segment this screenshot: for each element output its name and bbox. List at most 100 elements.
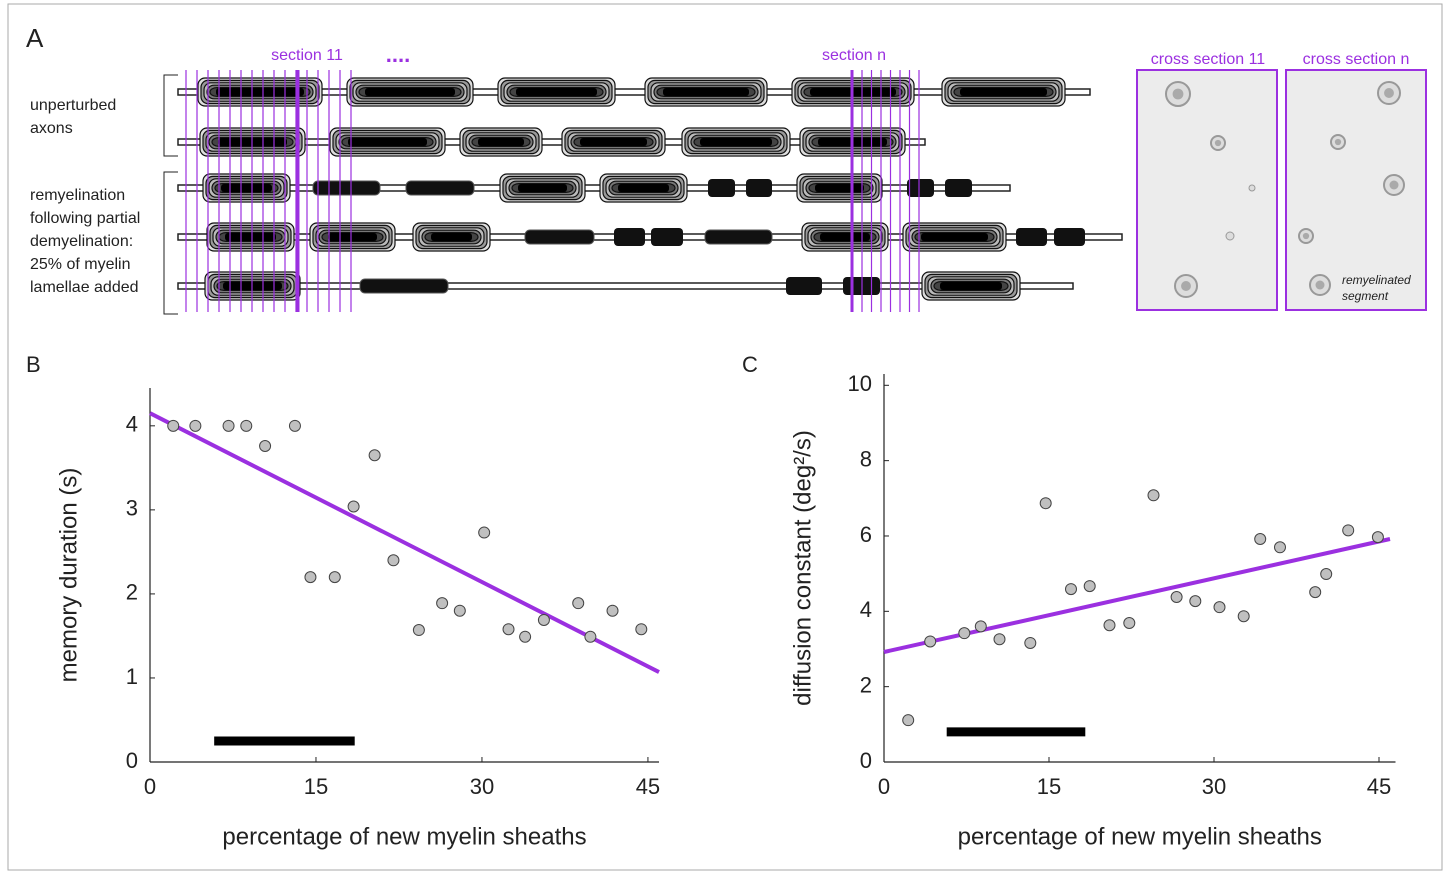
myelin-core — [921, 233, 988, 241]
data-point — [924, 635, 937, 648]
myelin-core — [221, 184, 272, 192]
data-point — [635, 623, 648, 636]
data-point — [1371, 531, 1384, 544]
x-tick-label: 15 — [1037, 774, 1061, 799]
y-tick-label: 0 — [126, 748, 138, 773]
data-point — [368, 449, 381, 462]
axon — [177, 88, 1091, 96]
data-point — [606, 604, 619, 617]
y-tick-label: 4 — [860, 597, 872, 622]
frame — [7, 3, 1443, 871]
y-tick-label: 2 — [860, 672, 872, 697]
axon — [177, 184, 1011, 192]
axon — [177, 138, 926, 146]
x-axis-label: percentage of new myelin sheaths — [222, 823, 586, 850]
data-point — [1103, 619, 1116, 632]
myelin-core — [348, 138, 427, 146]
short-myelin — [945, 179, 972, 197]
data-point — [328, 571, 341, 584]
y-axis-label: memory duration (s) — [55, 468, 82, 683]
y-tick-label: 10 — [848, 371, 872, 396]
section-label: section n — [822, 47, 886, 64]
data-point — [1189, 595, 1202, 608]
section-label: section 11 — [271, 47, 343, 64]
data-point — [453, 604, 466, 617]
data-point — [537, 613, 550, 626]
short-myelin — [1016, 228, 1047, 246]
data-point — [1274, 541, 1286, 554]
fiber-core — [1315, 280, 1325, 290]
myelin-core — [820, 233, 870, 241]
data-point — [1024, 636, 1037, 649]
data-point — [1309, 586, 1322, 599]
data-point — [1254, 532, 1267, 545]
fiber-core — [1334, 138, 1342, 146]
data-point — [288, 419, 301, 432]
myelin-core — [940, 282, 1002, 290]
myelin-core — [478, 138, 524, 146]
data-point — [259, 439, 272, 452]
bracket — [163, 74, 178, 157]
short-myelin — [907, 179, 934, 197]
data-point — [1237, 610, 1250, 623]
panel-label: C — [742, 352, 758, 377]
y-tick-label: 1 — [126, 664, 138, 689]
myelin-core — [365, 88, 455, 96]
data-point — [304, 571, 317, 584]
charts: B 0 15 30 45 0 1 2 3 4 percentage of new myelin sh… — [26, 352, 1396, 850]
data-point — [1170, 591, 1183, 604]
y-tick-label: 0 — [860, 748, 872, 773]
fiber-core — [1302, 232, 1310, 240]
bracket — [163, 171, 178, 315]
myelin-core — [518, 184, 567, 192]
fiber-core — [1384, 88, 1394, 98]
group-label: unperturbed — [30, 97, 116, 114]
thin-myelin — [312, 180, 381, 196]
thin-myelin — [704, 229, 773, 245]
data-point — [387, 554, 400, 567]
data-point — [478, 526, 491, 539]
data-point — [1213, 601, 1226, 614]
data-point — [519, 630, 532, 643]
fit-line — [149, 411, 660, 674]
fiber — [1248, 184, 1256, 192]
data-point — [1342, 524, 1355, 537]
myelin-core — [663, 88, 749, 96]
axon — [177, 282, 1074, 290]
fiber-core — [1172, 88, 1184, 100]
panel-label: A — [26, 23, 44, 53]
group-label: axons — [30, 120, 73, 137]
data-point — [1065, 583, 1077, 596]
myelin-core — [516, 88, 597, 96]
fiber-core — [1181, 281, 1191, 291]
group-label: demyelination: — [30, 233, 133, 250]
short-myelin — [1054, 228, 1085, 246]
myelin-core — [960, 88, 1047, 96]
group-label: lamellae added — [30, 279, 139, 296]
x-tick-label: 0 — [878, 774, 890, 799]
fiber-core — [1214, 139, 1222, 147]
y-axis-label: diffusion constant (deg²/s) — [789, 430, 816, 706]
fiber — [1225, 231, 1235, 241]
data-point — [347, 500, 360, 513]
myelin-core — [225, 233, 276, 241]
x-tick-label: 15 — [304, 774, 328, 799]
y-tick-label: 2 — [126, 580, 138, 605]
note: segment — [1342, 289, 1389, 303]
myelin-core — [700, 138, 772, 146]
short-myelin — [614, 228, 645, 246]
y-tick-label: 4 — [126, 412, 138, 437]
short-myelin — [651, 228, 683, 246]
thin-myelin — [359, 278, 449, 294]
data-point — [412, 624, 425, 637]
data-point — [572, 597, 585, 610]
myelin-core — [618, 184, 669, 192]
data-point — [167, 419, 180, 432]
data-point — [902, 714, 915, 727]
short-myelin — [746, 179, 772, 197]
cross-section-box — [1136, 69, 1278, 311]
thin-myelin — [405, 180, 475, 196]
myelin-core — [328, 233, 377, 241]
